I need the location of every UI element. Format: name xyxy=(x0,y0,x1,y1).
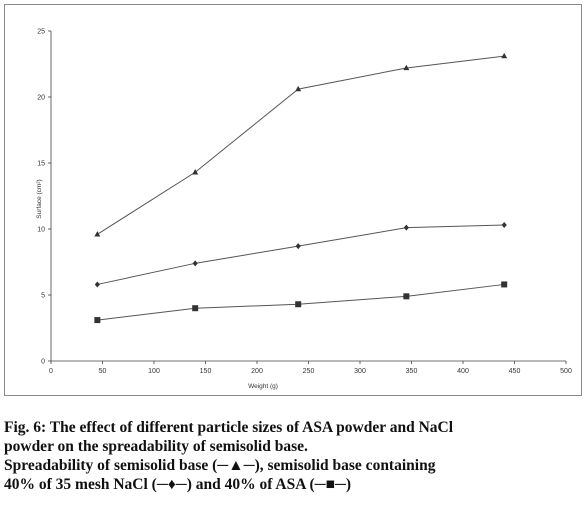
chart-frame: 0 5 10 15 20 25 0 50 100 150 200 250 300 350 400 450 50… xyxy=(4,4,582,396)
x-tick-label: 0 xyxy=(49,368,53,375)
series-triangle-line xyxy=(97,55,505,235)
diamond-point xyxy=(295,243,301,250)
triangle-point xyxy=(295,85,302,92)
x-axis-label: Weight (g) xyxy=(248,383,278,390)
triangle-point xyxy=(501,52,508,59)
x-tick-label: 150 xyxy=(200,368,212,375)
square-point xyxy=(403,293,410,300)
square-point xyxy=(192,305,199,312)
x-tick-label: 350 xyxy=(406,368,418,375)
x-tick-label: 500 xyxy=(560,368,572,375)
y-tick-label: 20 xyxy=(37,95,45,102)
y-axis-label: Surface (cm²) xyxy=(36,179,43,218)
y-ticks: 0 5 10 15 20 25 xyxy=(37,29,51,366)
series-diamond-line xyxy=(97,224,505,285)
caption-line-3: Spreadability of semisolid base (─▲─), s… xyxy=(4,457,436,474)
y-tick-label: 10 xyxy=(37,227,45,234)
x-tick-label: 100 xyxy=(148,368,160,375)
y-tick-label: 25 xyxy=(37,29,45,36)
figure-caption: Fig. 6: The effect of different particle… xyxy=(4,418,586,494)
caption-line-4: 40% of 35 mesh NaCl (─♦─) and 40% of ASA… xyxy=(4,476,352,493)
axes xyxy=(50,31,566,362)
x-tick-label: 200 xyxy=(251,368,263,375)
series-group xyxy=(94,52,508,324)
triangle-point xyxy=(192,169,199,175)
diamond-point xyxy=(501,222,507,229)
x-ticks: 0 50 100 150 200 250 300 350 400 450 500 xyxy=(49,361,572,375)
caption-line-1: Fig. 6: The effect of different particle… xyxy=(4,419,454,436)
triangle-point xyxy=(94,231,101,237)
caption-line-2: powder on the spreadability of semisolid… xyxy=(4,438,308,455)
square-point xyxy=(501,281,508,288)
square-point xyxy=(295,301,302,308)
y-tick-label: 0 xyxy=(41,359,45,366)
diamond-point xyxy=(192,260,198,267)
diamond-point xyxy=(94,281,100,288)
x-tick-label: 400 xyxy=(457,368,469,375)
y-tick-label: 5 xyxy=(41,293,45,300)
y-tick-label: 15 xyxy=(37,161,45,168)
diamond-point xyxy=(403,224,409,231)
triangle-point xyxy=(403,64,410,71)
square-point xyxy=(94,317,101,324)
x-tick-label: 50 xyxy=(99,368,107,375)
x-tick-label: 450 xyxy=(509,368,521,375)
x-tick-label: 250 xyxy=(303,368,315,375)
x-tick-label: 300 xyxy=(354,368,366,375)
line-chart: 0 5 10 15 20 25 0 50 100 150 200 250 300 350 400 450 50… xyxy=(36,29,572,391)
